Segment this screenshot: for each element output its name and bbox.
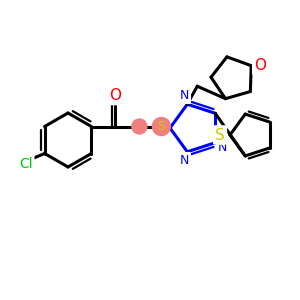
Text: O: O — [254, 58, 266, 73]
Text: S: S — [158, 120, 165, 133]
Text: S: S — [215, 128, 225, 142]
Text: N: N — [218, 142, 227, 154]
Text: O: O — [110, 88, 122, 103]
Text: N: N — [180, 89, 189, 102]
Circle shape — [152, 118, 170, 136]
Text: Cl: Cl — [19, 157, 32, 170]
Text: N: N — [180, 154, 189, 167]
Circle shape — [132, 119, 147, 134]
